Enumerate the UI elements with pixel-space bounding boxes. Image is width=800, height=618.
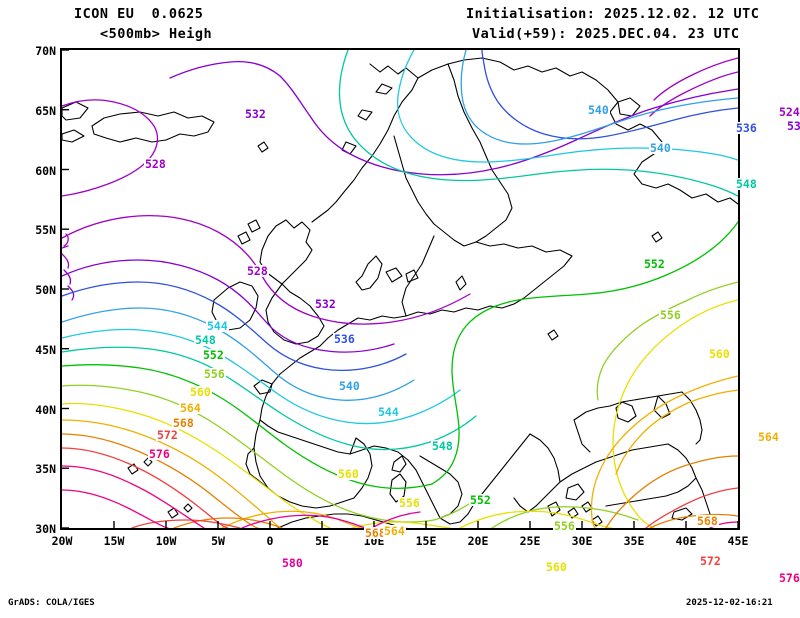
initialisation-label: Initialisation: 2025.12.02. 12 UTC [466,6,760,22]
x-tick-label: 15W [103,534,125,548]
contour-label: 552 [643,257,666,271]
y-tick-label: 45N [35,342,56,357]
contour-label: 548 [194,333,217,347]
x-tick-label: 30E [571,534,593,548]
contour-label: 556 [203,367,226,381]
x-tick-label: 10W [155,534,177,548]
y-tick-label: 35N [35,462,56,477]
x-tick-label: 5W [211,534,225,548]
contour-label: 564 [383,524,406,538]
contour-label: 576 [148,447,171,461]
contour-label: 528 [144,157,167,171]
contour-label: 552 [202,348,225,362]
contour-label: 572 [156,428,179,442]
model-title: ICON EU 0.0625 [74,6,204,22]
coastlines-layer [62,57,738,528]
contour-label: 536 [333,332,356,346]
contour-label: 556 [398,496,421,510]
x-tick-label: 5E [315,534,329,548]
contour-label: 540 [338,379,361,393]
x-tick-label: 40E [675,534,697,548]
contour-label: 540 [649,141,672,155]
x-tick-label: 0 [266,534,274,548]
contour-label: 53 [786,119,800,133]
contour-label: 548 [431,439,454,453]
contour-label: 552 [469,493,492,507]
contour-label: 544 [206,319,229,333]
contour-label: 536 [735,121,758,135]
contour-label: 560 [545,560,568,574]
x-tick-label: 20W [51,534,73,548]
contour-label: 560 [337,467,360,481]
contour-label: 580 [281,556,304,570]
contour-label: 524 [778,105,800,119]
contour-label: 568 [696,514,719,528]
y-tick-label: 70N [35,44,56,58]
contour-label: 560 [708,347,731,361]
contour-label: 568 [172,416,195,430]
x-tick-label: 35E [623,534,645,548]
map-clip-region [62,50,738,528]
level-subtitle: <500mb> Heigh [100,26,213,42]
contour-label: 564 [757,430,780,444]
y-tick-label: 55N [35,223,56,238]
grads-credit: GrADS: COLA/IGES [8,598,95,608]
contour-lines-layer [62,50,738,528]
x-tick-label: 15E [415,534,437,548]
x-tick-label: 20E [467,534,489,548]
y-tick-label: 50N [35,283,56,297]
contour-label: 544 [377,405,400,419]
contour-map-plot [60,48,740,530]
y-tick-label: 30N [35,522,56,536]
valid-time-label: Valid(+59): 2025.DEC.04. 23 UTC [472,26,740,42]
x-tick-label: 25E [519,534,541,548]
contour-label: 572 [699,554,722,568]
y-tick-label: 65N [35,103,56,118]
contour-label: 568 [364,526,387,540]
contour-label: 532 [314,297,337,311]
contour-label: 528 [246,264,269,278]
contour-label: 556 [553,519,576,533]
x-tick-label: 45E [727,534,749,548]
contour-label: 556 [659,308,682,322]
y-tick-label: 60N [35,163,56,178]
y-tick-label: 40N [35,402,56,417]
contour-label: 564 [179,401,202,415]
contour-label: 532 [244,107,267,121]
render-timestamp: 2025-12-02-16:21 [686,598,773,608]
contour-label: 560 [189,385,212,399]
contour-label: 576 [778,571,800,585]
contour-label: 540 [587,103,610,117]
contour-label: 548 [735,177,758,191]
